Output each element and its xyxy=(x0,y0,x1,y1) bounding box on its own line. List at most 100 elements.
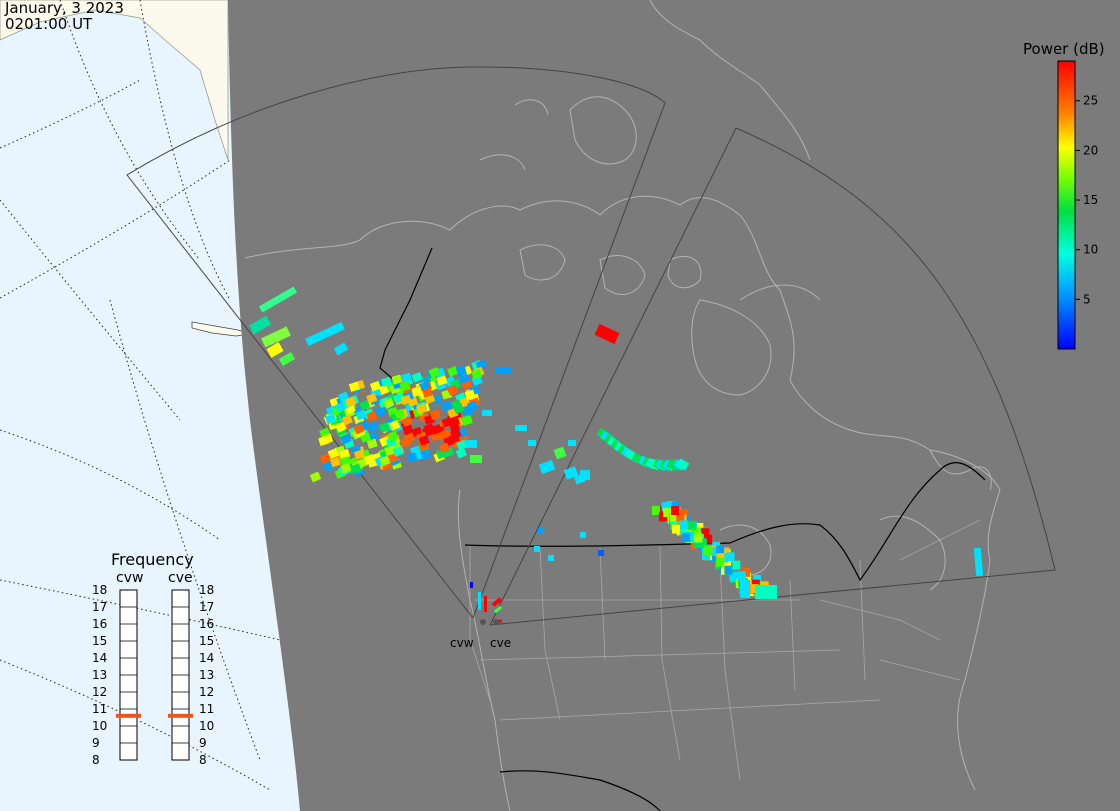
backscatter-cell xyxy=(378,422,390,433)
backscatter-cell xyxy=(495,368,511,374)
backscatter-cell xyxy=(421,387,434,399)
backscatter-cell xyxy=(401,416,413,427)
backscatter-cell xyxy=(400,394,412,406)
backscatter-cell xyxy=(732,560,741,570)
legend-title: Power (dB) xyxy=(1023,40,1105,58)
backscatter-cell xyxy=(374,406,386,417)
fov-cvw xyxy=(126,66,666,619)
backscatter-cell xyxy=(411,371,423,383)
backscatter-cell xyxy=(392,446,404,457)
legend-ticks: 25 20 15 10 5 xyxy=(1075,94,1098,306)
frequency-tick-label: 8 xyxy=(199,753,207,767)
backscatter-cell xyxy=(651,506,660,516)
backscatter-cell xyxy=(742,567,751,577)
backscatter-cell xyxy=(278,352,296,366)
backscatter-cell xyxy=(682,532,691,542)
backscatter-cell xyxy=(350,463,362,475)
frequency-tick-label: 12 xyxy=(92,685,107,699)
power-colorbar xyxy=(1057,60,1076,350)
backscatter-cell xyxy=(388,419,401,431)
frequency-tick-label: 15 xyxy=(92,634,107,648)
backscatter-cell xyxy=(737,571,746,581)
backscatter-cell xyxy=(330,456,341,468)
backscatter-cell xyxy=(704,546,713,556)
backscatter-cell xyxy=(693,538,702,548)
backscatter-cell xyxy=(436,375,448,386)
frequency-tick-label: 18 xyxy=(199,583,214,597)
radar-fov xyxy=(126,66,1056,626)
backscatter-cell xyxy=(379,455,391,467)
legend-tick-label: 25 xyxy=(1083,94,1098,108)
backscatter-cell xyxy=(452,403,465,415)
backscatter-cell xyxy=(266,342,284,358)
legend-tick-label: 5 xyxy=(1083,292,1091,306)
backscatter-cell xyxy=(482,410,492,416)
backscatter-cell xyxy=(440,400,453,412)
backscatter-cell xyxy=(341,414,353,426)
backscatter-cell xyxy=(369,380,382,392)
backscatter-cell xyxy=(484,596,487,612)
backscatter-cell xyxy=(450,428,462,440)
backscatter-cell xyxy=(671,506,680,516)
backscatter-cell xyxy=(553,446,567,460)
backscatter-cell xyxy=(406,452,418,463)
backscatter-cell xyxy=(325,413,337,425)
backscatter-cell xyxy=(676,458,690,471)
backscatter-cell xyxy=(367,421,380,432)
backscatter-cell xyxy=(698,538,707,548)
backscatter-cell xyxy=(470,582,473,588)
backscatter-cell xyxy=(455,365,467,376)
frequency-tick-label: 9 xyxy=(92,736,100,750)
backscatter-cell xyxy=(258,286,298,313)
backscatter-cell xyxy=(431,394,443,405)
backscatter-cell xyxy=(598,550,604,556)
fov-cve xyxy=(489,127,1056,626)
frequency-tick-label: 8 xyxy=(92,753,100,767)
backscatter-cell xyxy=(568,440,576,446)
backscatter-cell xyxy=(327,448,339,459)
backscatter-cell xyxy=(661,502,670,512)
backscatter-cell xyxy=(594,323,620,345)
backscatter-cell xyxy=(657,506,666,516)
backscatter-cell xyxy=(446,384,459,396)
frequency-tick-label: 10 xyxy=(92,719,107,733)
lat-lon-grid xyxy=(0,0,281,791)
time-label: 0201:00 UT xyxy=(5,15,93,33)
frequency-tick-label: 10 xyxy=(199,719,214,733)
legend-tick-label: 15 xyxy=(1083,193,1098,207)
backscatter-cell xyxy=(701,528,710,538)
backscatter-cell xyxy=(333,342,349,356)
backscatter-cell xyxy=(676,512,685,522)
backscatter-cell xyxy=(448,416,460,427)
backscatter-cell xyxy=(248,315,272,335)
backscatter-cell xyxy=(455,447,468,459)
backscatter-cell xyxy=(658,512,667,522)
backscatter-cell xyxy=(340,433,352,445)
frequency-tick-label: 18 xyxy=(92,583,107,597)
backscatter-cell xyxy=(353,423,365,435)
backscatter-cell xyxy=(383,397,395,409)
backscatter-cells xyxy=(248,286,984,624)
backscatter-cell xyxy=(345,396,357,408)
backscatter-cell xyxy=(380,376,392,388)
backscatter-cell xyxy=(973,547,984,577)
backscatter-cell xyxy=(666,500,675,510)
country-borders xyxy=(379,247,986,811)
legend-tick-label: 20 xyxy=(1083,143,1098,157)
backscatter-cell xyxy=(478,592,481,610)
backscatter-cell xyxy=(680,525,689,535)
backscatter-cell xyxy=(721,547,730,557)
radar-label-cvw: cvw xyxy=(450,636,474,650)
backscatter-cell xyxy=(458,373,470,385)
backscatter-cell xyxy=(309,471,322,483)
radar-label-cve: cve xyxy=(490,636,511,650)
frequency-tick-label: 15 xyxy=(199,634,214,648)
backscatter-cell xyxy=(430,424,442,435)
backscatter-cell xyxy=(429,409,441,420)
backscatter-cell xyxy=(750,584,759,594)
backscatter-cell xyxy=(687,520,696,530)
backscatter-cell xyxy=(470,455,482,463)
backscatter-cell xyxy=(726,552,735,562)
